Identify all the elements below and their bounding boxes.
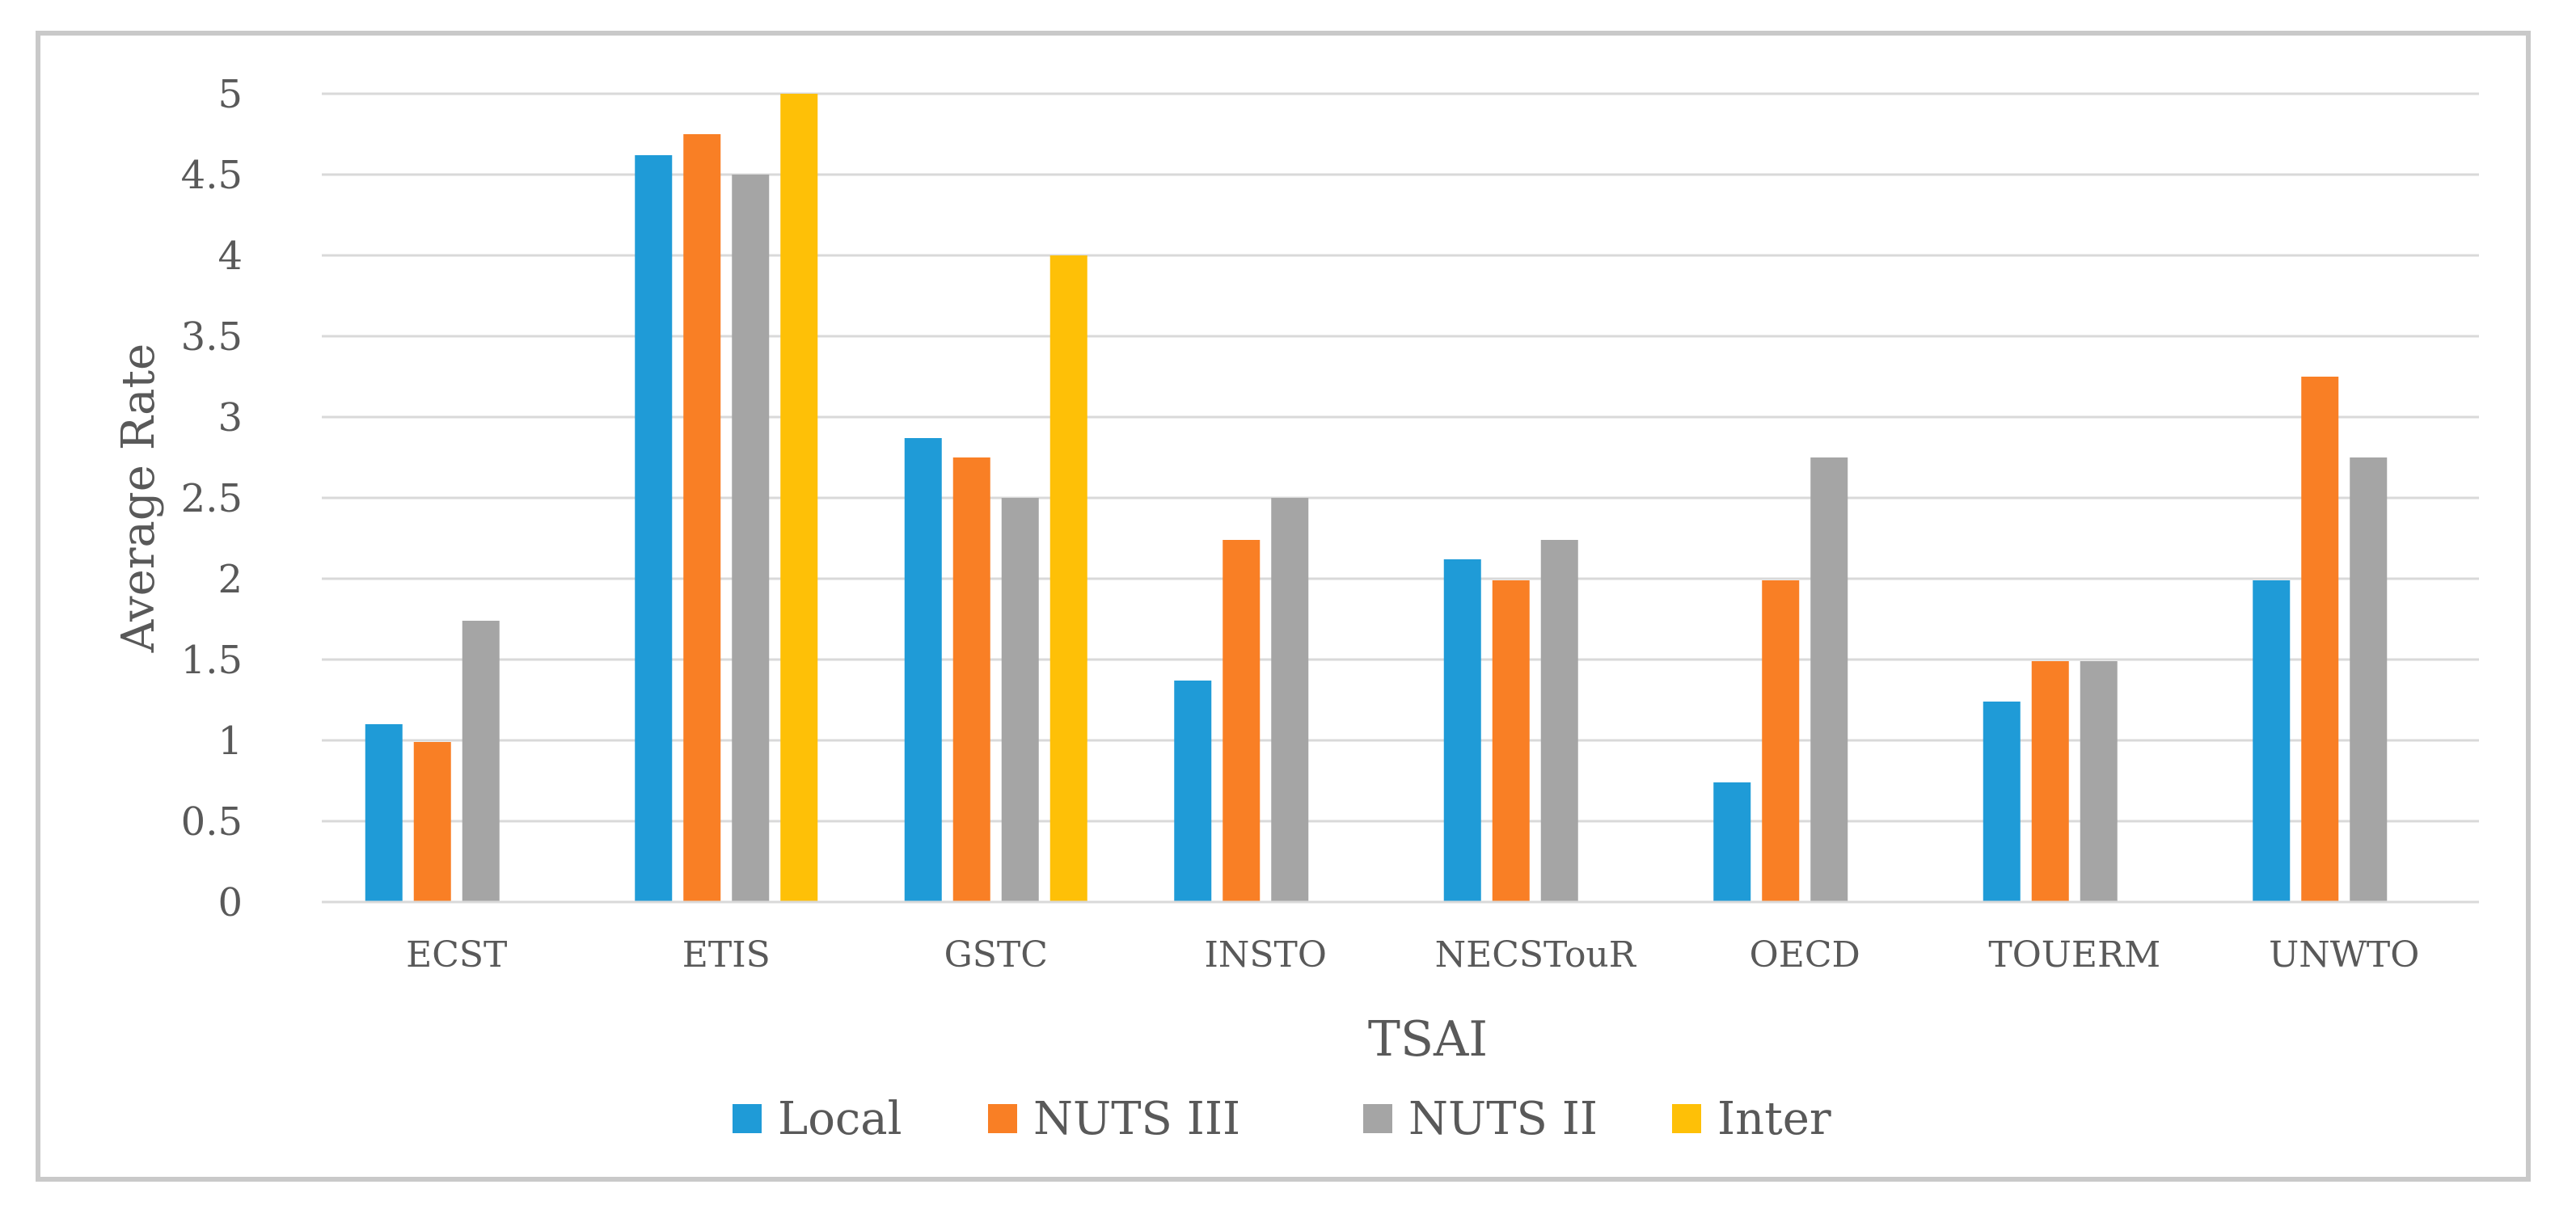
y-tick-label: 2.5 bbox=[181, 476, 243, 521]
bar-nuts-iii-gstc bbox=[952, 457, 990, 902]
bar-nuts-ii-gstc bbox=[1001, 498, 1039, 902]
x-tick-label: ECST bbox=[406, 934, 507, 976]
y-tick-label: 0.5 bbox=[181, 799, 243, 845]
x-tick-label: GSTC bbox=[944, 934, 1048, 976]
bar-inter-etis bbox=[780, 94, 818, 902]
bar-nuts-ii-unwto bbox=[2350, 457, 2388, 902]
bar-nuts-iii-oecd bbox=[1762, 580, 1800, 902]
legend: Local NUTS III NUTS II Inter bbox=[733, 1093, 1831, 1145]
bar-local-necstour bbox=[1443, 559, 1481, 902]
legend-swatch-nuts-iii bbox=[988, 1104, 1017, 1133]
bar-nuts-ii-touerm bbox=[2080, 661, 2118, 902]
legend-label: NUTS II bbox=[1408, 1093, 1598, 1145]
legend-swatch-inter bbox=[1672, 1104, 1701, 1133]
bar-nuts-iii-necstour bbox=[1492, 580, 1530, 902]
y-tick-label: 4.5 bbox=[181, 153, 243, 198]
bar-nuts-ii-insto bbox=[1271, 498, 1309, 902]
gridlines bbox=[322, 92, 2479, 823]
y-tick-label: 5 bbox=[217, 72, 243, 117]
x-tick-label: INSTO bbox=[1205, 934, 1327, 976]
y-tick-label: 1.5 bbox=[181, 638, 243, 683]
bar-local-touerm bbox=[1983, 702, 2021, 902]
legend-swatch-nuts-ii bbox=[1363, 1104, 1392, 1133]
x-tick-label: UNWTO bbox=[2269, 934, 2419, 976]
bar-local-unwto bbox=[2253, 580, 2291, 902]
bar-local-gstc bbox=[904, 438, 942, 902]
bar-local-ecst bbox=[365, 724, 403, 902]
x-tick-label: NECSTouR bbox=[1435, 934, 1637, 976]
y-tick-label: 3.5 bbox=[181, 314, 243, 360]
x-tick-label: ETIS bbox=[682, 934, 771, 976]
y-tick-label: 2 bbox=[217, 557, 243, 602]
x-tick-label: OECD bbox=[1750, 934, 1860, 976]
y-axis-ticks: 0 0.5 1 1.5 2 2.5 3 3.5 4 4.5 5 bbox=[181, 72, 243, 925]
bar-nuts-iii-ecst bbox=[413, 742, 451, 902]
bar-nuts-ii-oecd bbox=[1810, 457, 1848, 902]
bar-chart: 0 0.5 1 1.5 2 2.5 3 3.5 4 4.5 5 ECST ETIS GSTC INSTO N… bbox=[112, 72, 2479, 1145]
bar-nuts-ii-necstour bbox=[1540, 540, 1578, 902]
bar-inter-gstc bbox=[1049, 255, 1087, 902]
x-axis-ticks: ECST ETIS GSTC INSTO NECSTouR OECD TOUERM UNWTO bbox=[406, 934, 2419, 976]
bars bbox=[365, 94, 2388, 902]
bar-local-oecd bbox=[1713, 782, 1751, 902]
bar-nuts-iii-unwto bbox=[2301, 377, 2339, 902]
bar-nuts-iii-insto bbox=[1223, 540, 1261, 902]
legend-swatch-local bbox=[733, 1104, 762, 1133]
legend-label: Local bbox=[778, 1093, 902, 1145]
bar-local-etis bbox=[635, 155, 673, 902]
legend-label: Inter bbox=[1717, 1093, 1831, 1145]
y-tick-label: 0 bbox=[217, 880, 243, 925]
y-tick-label: 3 bbox=[217, 395, 243, 440]
x-tick-label: TOUERM bbox=[1988, 934, 2160, 976]
y-axis-title: Average Rate bbox=[112, 344, 165, 653]
legend-label: NUTS III bbox=[1033, 1093, 1240, 1145]
bar-nuts-ii-etis bbox=[732, 175, 770, 902]
y-tick-label: 1 bbox=[217, 719, 243, 764]
x-axis-title: TSAI bbox=[1368, 1011, 1488, 1068]
bar-local-insto bbox=[1174, 681, 1212, 902]
bar-nuts-ii-ecst bbox=[462, 621, 500, 902]
bar-nuts-iii-touerm bbox=[2031, 661, 2069, 902]
y-tick-label: 4 bbox=[217, 234, 243, 279]
bar-nuts-iii-etis bbox=[683, 134, 721, 902]
chart-frame: 0 0.5 1 1.5 2 2.5 3 3.5 4 4.5 5 ECST ETIS GSTC INSTO N… bbox=[36, 31, 2531, 1182]
